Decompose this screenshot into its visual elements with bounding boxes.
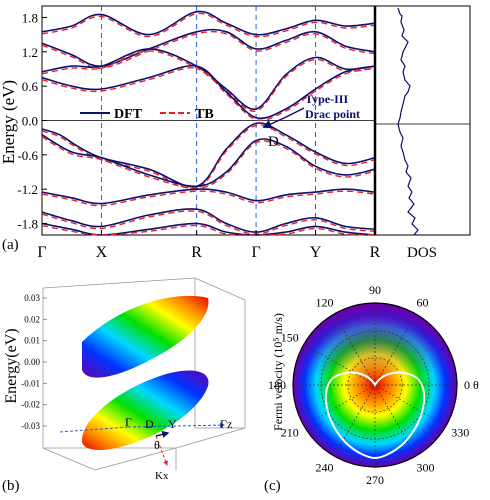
polar-ring xyxy=(347,357,403,413)
dos-label: DOS xyxy=(407,245,437,261)
polar-angle-label: 180 xyxy=(268,378,286,392)
tb-band-0 xyxy=(41,12,376,38)
dos-frame xyxy=(374,5,471,236)
panel-c-label: (c) xyxy=(264,478,281,494)
kpath-label: R xyxy=(191,244,202,261)
kpath-label: Γ xyxy=(251,244,260,261)
polar-angle-label: 210 xyxy=(281,426,299,440)
dos-curve xyxy=(397,7,419,236)
label-theta: θ xyxy=(154,438,160,452)
dft-band-5 xyxy=(41,134,376,188)
energy-axis: -1.8 -1.2 -0.6 0.0 0.6 1.2 1.8 xyxy=(17,10,47,232)
tb-band-7 xyxy=(41,210,376,235)
dirac-cone-3d-panel: 0.03 0.02 0.01 0.00 -0.01 -0.02 -0.03 Energy(e… xyxy=(2,277,246,494)
energy-tick-label: 0.0 xyxy=(22,114,38,129)
tb-band-8 xyxy=(41,224,376,236)
energy-tick-label: -1.2 xyxy=(17,182,38,197)
label-gamma: Γ xyxy=(125,415,132,429)
tb-band-1 xyxy=(41,30,376,69)
gamma-gammaz-line xyxy=(59,426,129,433)
label-d: D xyxy=(145,417,154,431)
kpath-label: Y xyxy=(310,244,322,261)
callout-line-1: Type-III xyxy=(305,92,348,106)
dft-band-4 xyxy=(41,122,376,188)
polar-spoke xyxy=(303,384,376,427)
polar-rim xyxy=(292,302,458,468)
theta-ray xyxy=(155,430,170,438)
energy-tick-label: 1.2 xyxy=(22,45,38,60)
polar-spoke xyxy=(333,384,376,457)
dft-band-7 xyxy=(41,208,376,233)
lower-cone-surface xyxy=(81,370,209,450)
polar-grid xyxy=(293,303,457,467)
polar-angle-label: 90 xyxy=(369,283,381,297)
surface-energy-label: Energy(eV) xyxy=(3,328,20,403)
dft-band-3 xyxy=(41,64,376,120)
callout-line-2: Drac point xyxy=(305,107,360,121)
band-grid xyxy=(42,6,375,235)
polar-angle-label: 270 xyxy=(366,473,384,487)
tb-band-2 xyxy=(41,50,376,112)
tb-band-3 xyxy=(41,67,376,121)
label-kx: Kx xyxy=(155,470,169,482)
polar-angle-label: 330 xyxy=(451,426,469,440)
legend-dft-label: DFT xyxy=(114,107,143,122)
polar-angle-labels: 90 60 0 θ 330 300 270 240 210 180 150 120 xyxy=(268,283,479,487)
panel-b-label: (b) xyxy=(2,478,20,494)
kx-arrow xyxy=(155,435,168,466)
surface-z-tick-label: 0.03 xyxy=(24,293,40,303)
legend: DFT TB xyxy=(80,107,214,122)
energy-tick-label: 1.8 xyxy=(22,10,38,25)
panel-a-label: (a) xyxy=(2,237,19,253)
velocity-axis-label: Fermi velocity (10⁵ m/s) xyxy=(271,313,285,431)
gamma-y-arrow xyxy=(127,422,225,428)
polar-spoke xyxy=(333,313,376,386)
polar-spoke xyxy=(303,343,376,386)
callout-arrow xyxy=(262,107,305,129)
polar-angle-label: 120 xyxy=(316,296,334,310)
polar-spoke xyxy=(374,384,447,427)
polar-angle-label: 0 θ xyxy=(464,378,479,392)
kpath-label: Γ xyxy=(37,244,46,261)
surface-z-tick-label: -0.03 xyxy=(21,421,40,431)
energy-axis-label: Energy (eV) xyxy=(0,80,18,164)
surface-z-tick-label: 0.01 xyxy=(24,336,40,346)
band-curves xyxy=(41,10,376,236)
dft-band-1 xyxy=(41,28,376,67)
polar-spoke xyxy=(374,313,417,386)
label-gamma-z: Γz xyxy=(220,417,232,431)
polar-spoke xyxy=(374,384,417,457)
surface-z-tick-label: -0.01 xyxy=(21,378,40,388)
tb-band-5 xyxy=(41,136,376,190)
surface-z-tick-label: 0.00 xyxy=(24,357,40,367)
kpath-label: X xyxy=(96,244,108,261)
polar-angle-label: 60 xyxy=(417,296,429,310)
polar-velocity-panel: 90 60 0 θ 330 300 270 240 210 180 150 120 Fermi ve… xyxy=(264,283,479,494)
dft-band-6 xyxy=(41,188,376,205)
band-structure-panel: -1.8 -1.2 -0.6 0.0 0.6 1.2 1.8 Γ X R Γ Y R Energy (… xyxy=(0,5,471,261)
surface-z-tick-label: 0.02 xyxy=(24,314,40,324)
upper-cone-surface xyxy=(82,295,209,378)
tb-band-4 xyxy=(41,124,376,190)
legend-tb-label: TB xyxy=(195,107,214,122)
dirac-point-annotation: Type-III Drac point D xyxy=(262,92,360,150)
polar-angle-label: 240 xyxy=(316,460,334,474)
surface-z-tick-label: -0.02 xyxy=(21,400,40,410)
dft-band-2 xyxy=(41,48,376,110)
energy-tick-label: -0.6 xyxy=(17,148,38,163)
energy-tick-label: -1.8 xyxy=(17,217,38,232)
polar-angle-label: 300 xyxy=(417,460,435,474)
energy-tick-label: 0.6 xyxy=(22,79,39,94)
surface-energy-axis: 0.03 0.02 0.01 0.00 -0.01 -0.02 -0.03 xyxy=(21,293,47,431)
velocity-cardioid xyxy=(324,371,426,460)
label-y: Y xyxy=(168,417,177,431)
kpath-label: R xyxy=(370,244,381,261)
polar-angle-label: 150 xyxy=(281,331,299,345)
point-label-d: D xyxy=(268,134,279,150)
dft-band-0 xyxy=(41,10,376,36)
polar-ring xyxy=(320,330,430,440)
tb-band-6 xyxy=(41,190,376,207)
